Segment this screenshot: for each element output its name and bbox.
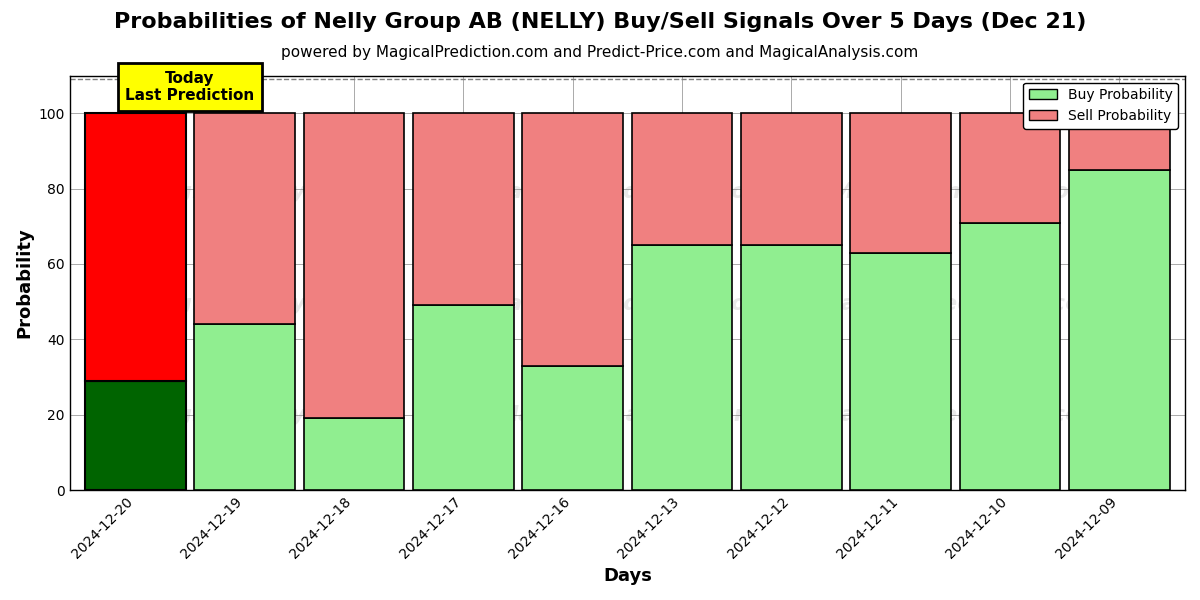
Text: powered by MagicalPrediction.com and Predict-Price.com and MagicalAnalysis.com: powered by MagicalPrediction.com and Pre… <box>281 45 919 60</box>
Bar <box>631 245 732 490</box>
Text: MagicalPrediction.com: MagicalPrediction.com <box>820 406 1104 425</box>
Text: MagicalAnalysis.com: MagicalAnalysis.com <box>140 406 401 425</box>
Bar <box>960 113 1061 223</box>
Text: MagicalAnalysis.com: MagicalAnalysis.com <box>832 182 1092 202</box>
Bar <box>1069 170 1170 490</box>
Text: MagicalAnalysis.com: MagicalAnalysis.com <box>497 406 758 425</box>
Text: MagicalAnalysis.com: MagicalAnalysis.com <box>140 182 401 202</box>
Bar <box>631 113 732 245</box>
Bar <box>304 113 404 418</box>
Legend: Buy Probability, Sell Probability: Buy Probability, Sell Probability <box>1024 83 1178 128</box>
Text: Probabilities of Nelly Group AB (NELLY) Buy/Sell Signals Over 5 Days (Dec 21): Probabilities of Nelly Group AB (NELLY) … <box>114 12 1086 32</box>
Bar <box>85 113 186 381</box>
Text: Today
Last Prediction: Today Last Prediction <box>126 71 254 103</box>
Bar <box>194 324 295 490</box>
Bar <box>85 381 186 490</box>
Text: MagicalPrediction.com: MagicalPrediction.com <box>820 293 1104 314</box>
Y-axis label: Probability: Probability <box>14 227 34 338</box>
X-axis label: Days: Days <box>602 567 652 585</box>
Bar <box>194 113 295 324</box>
Bar <box>522 365 623 490</box>
Text: MagicalAnalysis.com: MagicalAnalysis.com <box>140 293 401 314</box>
Bar <box>960 223 1061 490</box>
Text: MagicalPrediction.com: MagicalPrediction.com <box>485 293 769 314</box>
Bar <box>742 113 841 245</box>
Bar <box>522 113 623 365</box>
Bar <box>413 305 514 490</box>
Bar <box>304 418 404 490</box>
Bar <box>413 113 514 305</box>
Bar <box>1069 113 1170 170</box>
Text: MagicalPrediction.com: MagicalPrediction.com <box>485 182 769 202</box>
Bar <box>851 253 952 490</box>
Bar <box>851 113 952 253</box>
Bar <box>742 245 841 490</box>
